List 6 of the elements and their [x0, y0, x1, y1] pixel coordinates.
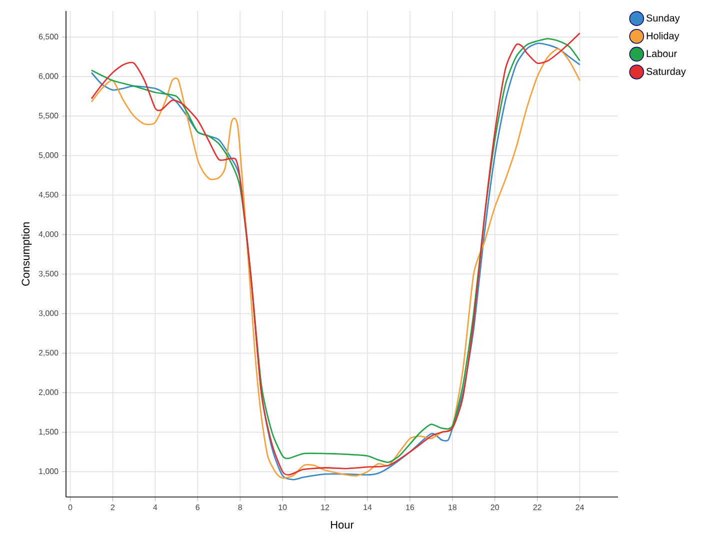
legend-label: Labour	[646, 50, 677, 58]
legend-label: Sunday	[646, 14, 680, 24]
x-axis-title: Hour	[331, 520, 354, 529]
legend-label: Holiday	[646, 32, 680, 42]
y-axis-title: Consumption	[21, 222, 32, 286]
legend-label: Saturday	[646, 68, 686, 77]
